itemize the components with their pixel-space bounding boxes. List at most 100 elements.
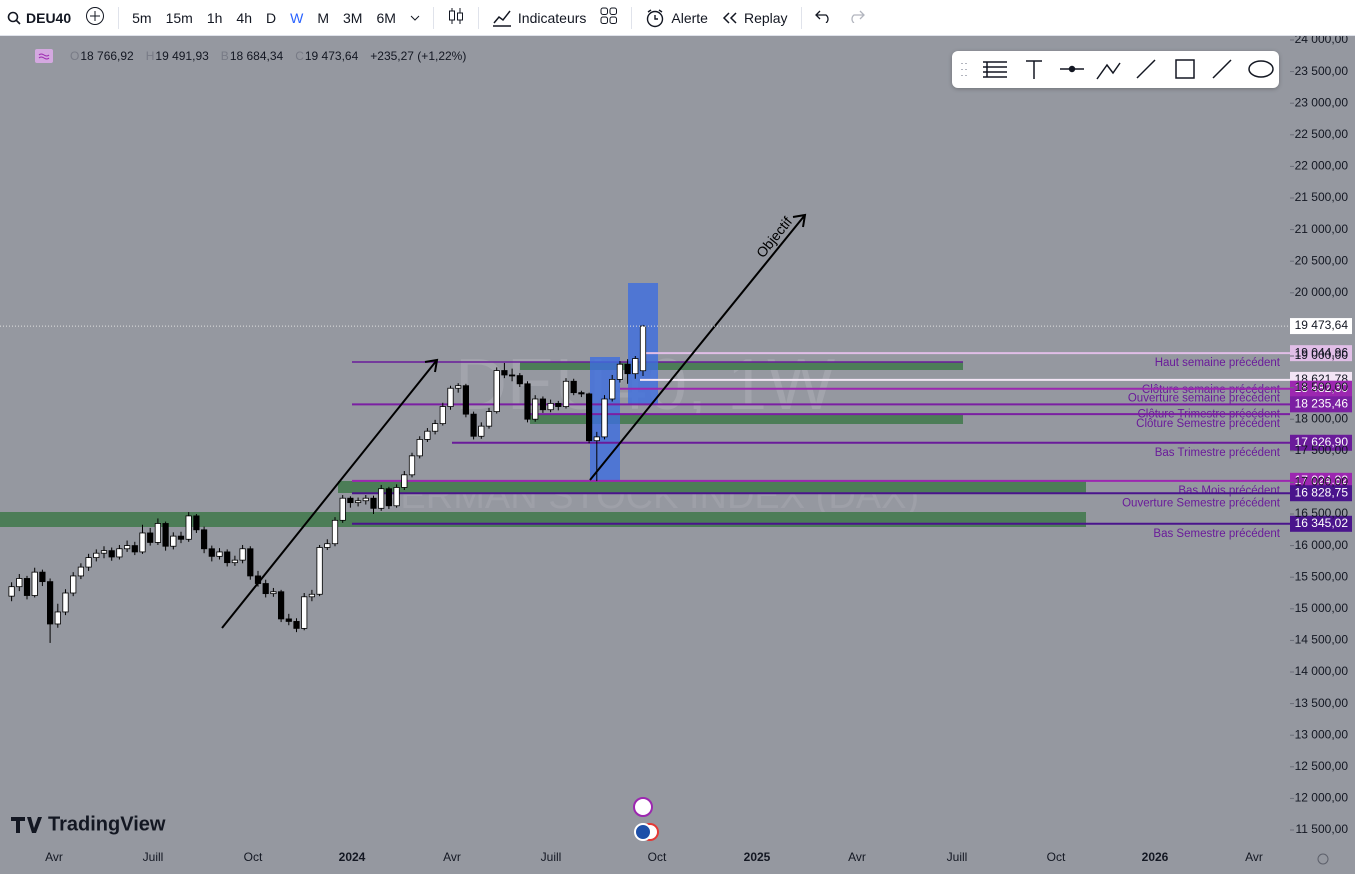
tool[interactable] [1136, 59, 1156, 79]
level-text: Bas Trimestre précédent [1155, 447, 1281, 459]
candle-body [93, 552, 100, 559]
ohlc-item: O18 766,92 [70, 49, 140, 63]
candle-body [501, 370, 508, 376]
candle-body [177, 535, 185, 540]
tool[interactable] [1212, 59, 1232, 79]
candle-body [424, 430, 431, 440]
candle-body [470, 413, 477, 437]
search-icon [7, 11, 21, 25]
y-tick-label: 13 000,00 [1295, 727, 1349, 741]
time-axis: Avr Juill Oct 2024 Avr Juill Oct 2025 Avr Juill Oc… [45, 850, 1263, 864]
candle-body [539, 398, 547, 411]
chevron [410, 15, 420, 21]
y-tick-label: 16 500,00 [1295, 506, 1349, 520]
candle-body [131, 545, 138, 553]
candle-body [100, 550, 108, 554]
last-price-label: 19 473,64 [1295, 318, 1349, 332]
candle-body [85, 557, 92, 568]
zone [530, 414, 963, 424]
ohlc-legend: O18 766,92 H19 491,93 B18 684,34 C19 473,64… [36, 49, 472, 63]
x-tick-label: Juill [143, 850, 164, 864]
tool[interactable] [1096, 62, 1121, 80]
candle-body [16, 578, 23, 588]
candle-body [347, 497, 354, 504]
alert-button[interactable]: Alerte [638, 8, 715, 28]
candle-body [262, 583, 269, 595]
interval-button[interactable]: W [290, 9, 304, 26]
candle-body [193, 515, 200, 531]
candle-body [231, 559, 238, 564]
candle-body [570, 380, 577, 394]
candle-body [562, 380, 570, 407]
candle-body [408, 455, 416, 476]
compare-button[interactable] [78, 6, 112, 29]
candle-body [439, 406, 446, 425]
interval-button[interactable]: 3M [343, 9, 363, 26]
candle-body [70, 575, 77, 594]
interval-button[interactable]: 1h [206, 9, 223, 26]
tool[interactable] [1026, 60, 1042, 79]
redo-button[interactable] [840, 9, 872, 26]
x-tick-label: Juill [947, 850, 968, 864]
y-tick-label: 20 000,00 [1295, 285, 1349, 299]
tool[interactable] [1175, 59, 1195, 79]
indicators-button[interactable]: Indicateurs [485, 9, 593, 27]
chart-type-button[interactable] [440, 6, 472, 29]
interval-button[interactable]: M [317, 9, 329, 26]
candle-body [639, 325, 647, 372]
brand: TradingView [11, 813, 166, 835]
candle-body [147, 532, 154, 543]
candle-body [316, 547, 323, 595]
candle-body [331, 519, 339, 545]
candle-body [362, 497, 369, 502]
layouts-button[interactable] [593, 7, 625, 28]
event-icon[interactable] [633, 797, 653, 817]
separator [432, 6, 434, 29]
replay-label: Replay [743, 9, 788, 26]
tool[interactable] [983, 61, 1007, 78]
interval-button[interactable]: 5m [132, 9, 152, 26]
interval-button[interactable]: D [265, 9, 277, 26]
arrow [221, 358, 439, 629]
candle-body [578, 392, 585, 395]
tool[interactable] [1248, 60, 1274, 78]
candle-body [224, 551, 231, 564]
symbol-search[interactable]: DEU40 [0, 10, 78, 26]
interval-button[interactable]: 4h [236, 9, 252, 26]
undo-button[interactable] [808, 9, 840, 26]
y-tick-label: 17 500,00 [1295, 443, 1349, 457]
candle-body [108, 550, 115, 558]
interval-menu[interactable] [403, 10, 427, 26]
candle-body [185, 515, 192, 540]
brand-text: TradingView [48, 813, 166, 835]
y-tick-label: 18 000,00 [1295, 411, 1349, 425]
alert-icon [647, 8, 664, 27]
alert-label: Alerte [671, 9, 708, 26]
candle-body [478, 425, 485, 437]
replay-icon [722, 11, 737, 24]
candle-body [8, 586, 15, 597]
event-icon[interactable] [634, 823, 652, 841]
layouts-icon [600, 7, 618, 24]
candle-body [39, 571, 46, 583]
interval-button[interactable]: 6M [376, 9, 396, 26]
y-tick-label: 22 000,00 [1295, 159, 1349, 173]
drawing-toolbar [952, 51, 1279, 88]
candle-body [139, 532, 146, 553]
candle-body [285, 618, 292, 622]
zone [520, 362, 963, 370]
replay-button[interactable]: Replay [715, 10, 795, 26]
settings-icon[interactable] [1317, 853, 1329, 865]
interval-button[interactable]: 15m [165, 9, 193, 26]
level-price-label: 16 828,75 [1295, 485, 1349, 499]
candle-body [31, 571, 38, 596]
drawing-tools [961, 59, 1274, 80]
chart: DEU40, 1W GERMAN STOCK INDEX (DAX) Haut … [0, 36, 1352, 865]
y-tick-label: 12 000,00 [1295, 791, 1349, 805]
arrows [221, 213, 807, 629]
x-tick-label: Oct [1047, 850, 1066, 864]
y-tick-label: 15 000,00 [1295, 601, 1349, 615]
ohlc-item: C19 473,64 [295, 49, 364, 63]
